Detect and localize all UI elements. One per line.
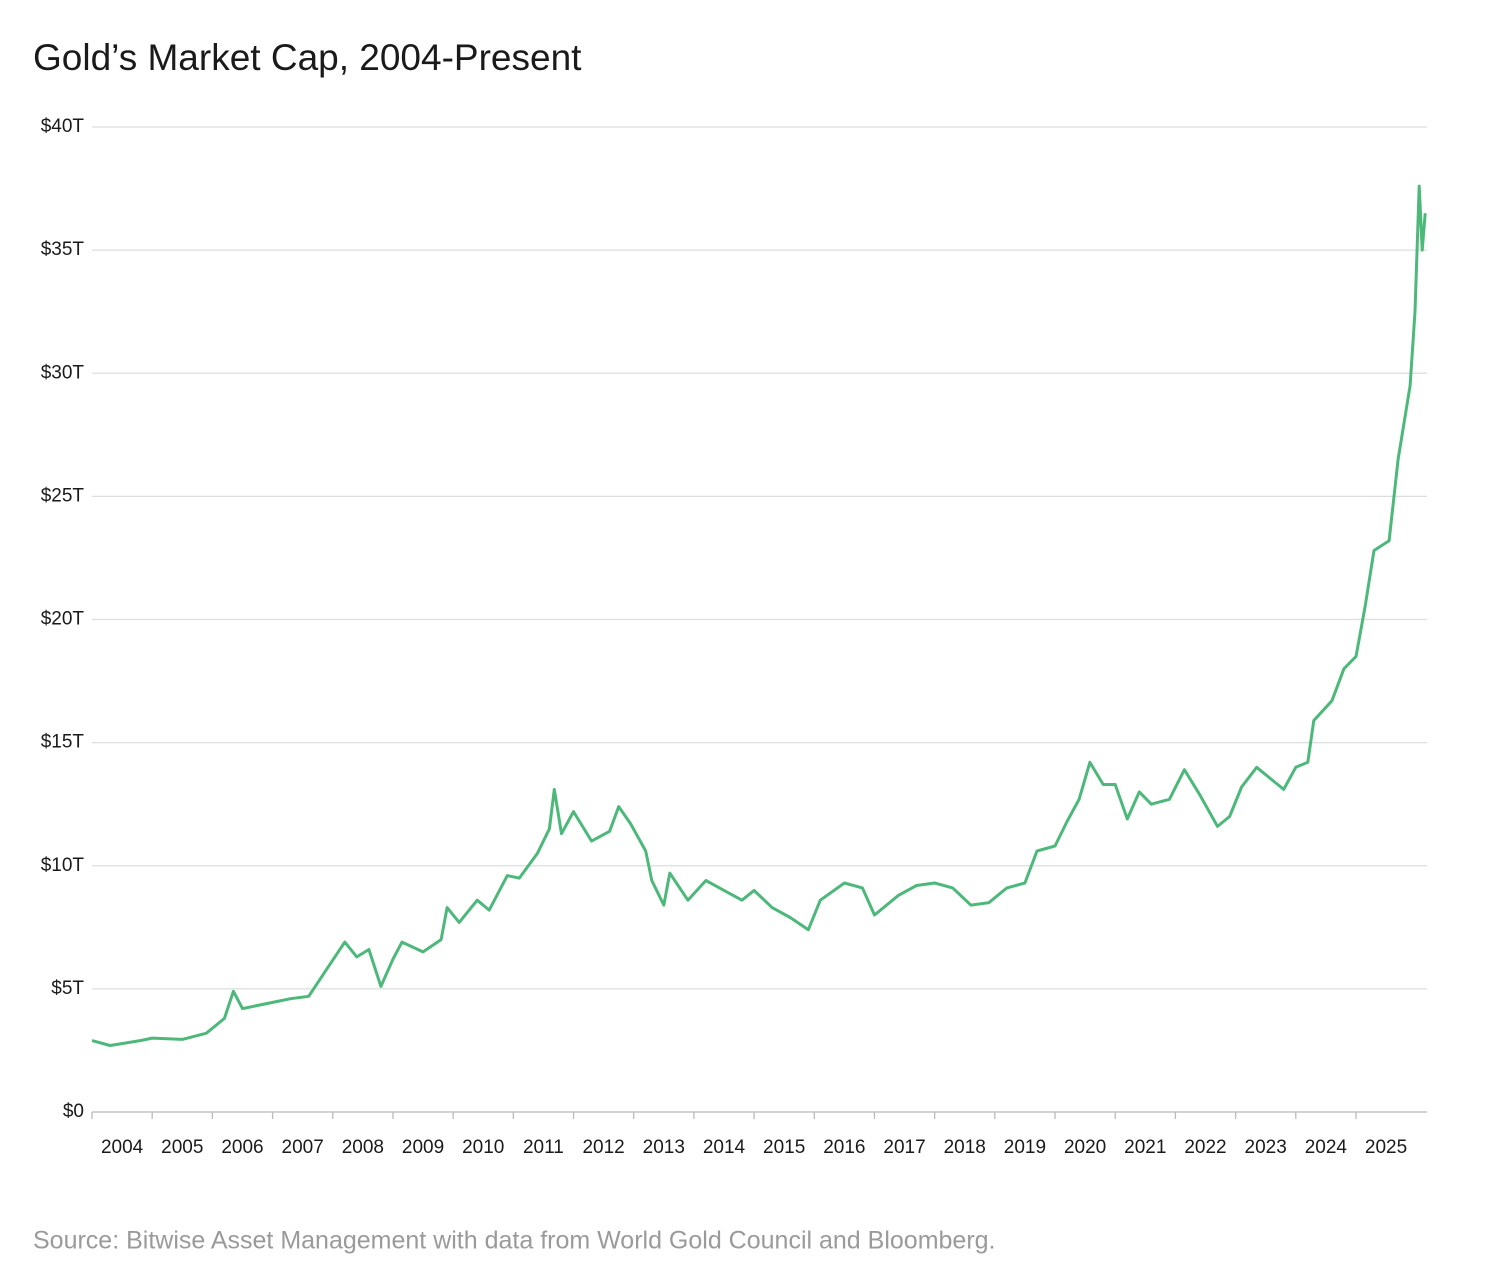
x-tick-label: 2010 <box>462 1137 504 1158</box>
chart-title: Gold’s Market Cap, 2004-Present <box>33 37 582 78</box>
x-tick-label: 2015 <box>763 1137 805 1158</box>
x-tick-label: 2019 <box>1004 1137 1046 1158</box>
y-tick-label: $15T <box>41 732 85 753</box>
x-tick-label: 2007 <box>282 1137 324 1158</box>
y-tick-label: $5T <box>51 978 84 999</box>
y-tick-label: $40T <box>41 116 85 137</box>
y-tick-label: $35T <box>41 239 85 260</box>
x-tick-label: 2004 <box>101 1137 144 1158</box>
y-tick-label: $0 <box>63 1101 84 1122</box>
x-tick-label: 2008 <box>342 1137 384 1158</box>
x-tick-label: 2012 <box>582 1137 624 1158</box>
x-tick-label: 2025 <box>1365 1137 1407 1158</box>
y-tick-label: $20T <box>41 609 85 630</box>
x-tick-label: 2005 <box>161 1137 203 1158</box>
market-cap-line <box>91 184 1427 1047</box>
x-tick-label: 2021 <box>1124 1137 1166 1158</box>
x-tick-label: 2011 <box>523 1137 564 1158</box>
x-tick-label: 2013 <box>643 1137 685 1158</box>
y-tick-label: $25T <box>41 485 85 506</box>
x-tick-label: 2020 <box>1064 1137 1106 1158</box>
x-tick-label: 2014 <box>703 1137 746 1158</box>
x-tick-label: 2016 <box>823 1137 865 1158</box>
x-tick-label: 2023 <box>1245 1137 1287 1158</box>
x-tick-label: 2024 <box>1305 1137 1348 1158</box>
source-note: Source: Bitwise Asset Management with da… <box>33 1227 996 1255</box>
x-tick-label: 2006 <box>221 1137 263 1158</box>
x-tick-label: 2017 <box>883 1137 925 1158</box>
x-tick-label: 2018 <box>944 1137 986 1158</box>
x-tick-label: 2022 <box>1184 1137 1226 1158</box>
y-tick-label: $10T <box>41 855 85 876</box>
x-tick-label: 2009 <box>402 1137 444 1158</box>
y-tick-label: $30T <box>41 362 85 383</box>
